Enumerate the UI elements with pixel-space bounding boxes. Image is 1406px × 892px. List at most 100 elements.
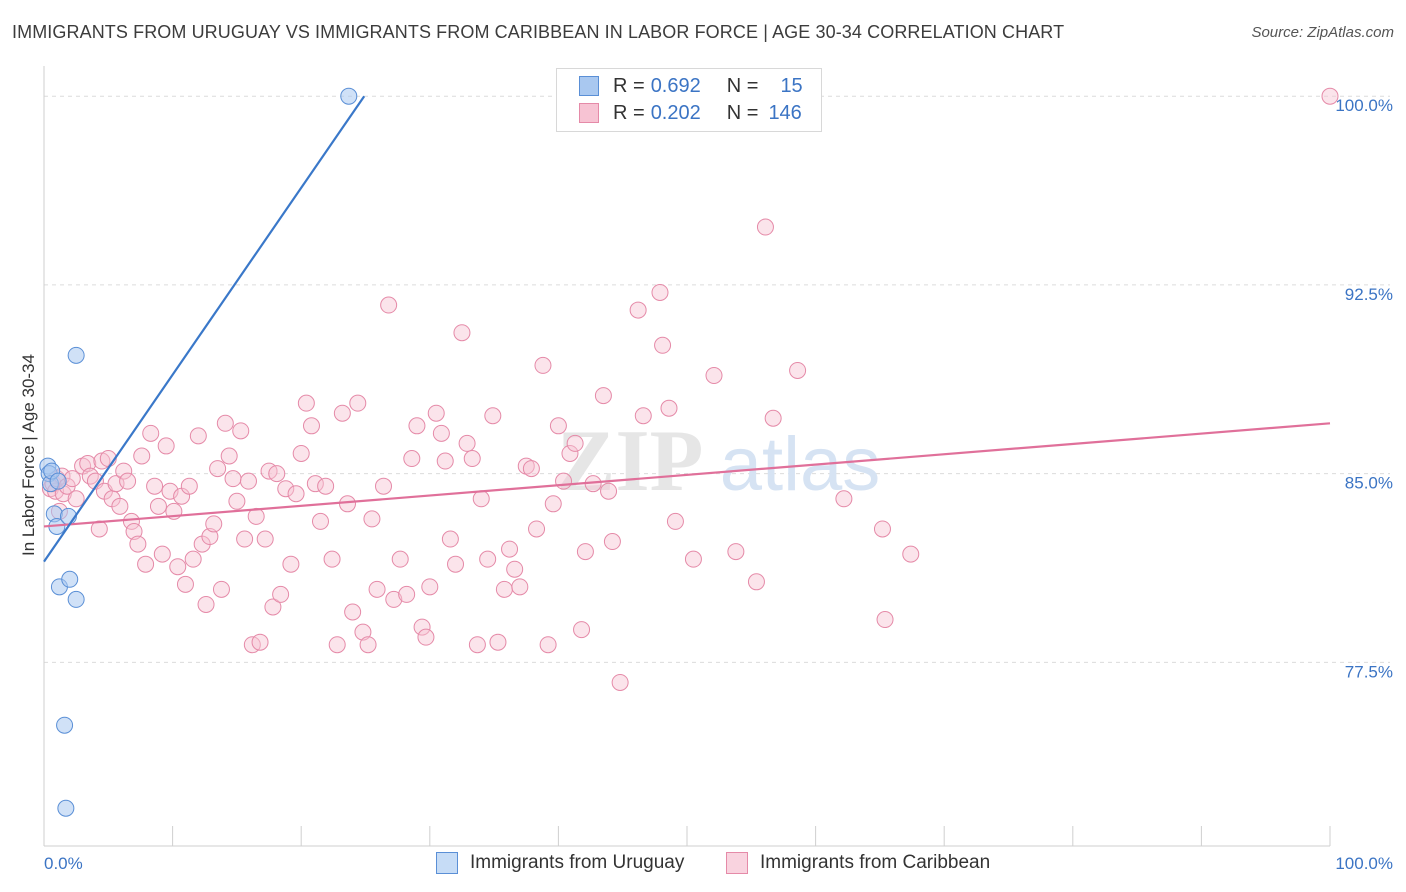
r-value: 0.692 (650, 74, 701, 97)
series-legend: Immigrants from Uruguay Immigrants from … (0, 852, 1406, 878)
caribbean-point (180, 477, 198, 495)
caribbean-point (129, 535, 147, 553)
caribbean-point (447, 555, 465, 573)
caribbean-point (600, 482, 618, 500)
caribbean-point (302, 417, 320, 435)
caribbean-point (408, 417, 426, 435)
caribbean-point (232, 422, 250, 440)
source-label: Source: ZipAtlas.com (1251, 24, 1394, 41)
r-label: R = (613, 74, 645, 97)
caribbean-point (835, 490, 853, 508)
uruguay-point (61, 570, 79, 588)
caribbean-point (354, 623, 372, 641)
caribbean-point (432, 424, 450, 442)
caribbean-point (153, 545, 171, 563)
caribbean-point (573, 621, 591, 639)
caribbean-point (146, 477, 164, 495)
legend-item-uruguay[interactable]: Immigrants from Uruguay (436, 852, 684, 874)
caribbean-point (468, 636, 486, 654)
caribbean-point (328, 636, 346, 654)
caribbean-point (506, 560, 524, 578)
caribbean-point (201, 528, 219, 546)
caribbean-point (368, 580, 386, 598)
caribbean-point (902, 545, 920, 563)
caribbean-point (363, 510, 381, 528)
caribbean-point (603, 533, 621, 551)
caribbean-point (209, 460, 227, 478)
caribbean-point (311, 512, 329, 530)
caribbean-point (115, 462, 133, 480)
x-tick-label: 100.0% (1335, 854, 1393, 873)
caribbean-point (176, 575, 194, 593)
caribbean-trend-line (43, 422, 1331, 528)
caribbean-point (403, 450, 421, 468)
caribbean-point (142, 424, 160, 442)
caribbean-point (189, 427, 207, 445)
caribbean-point (705, 366, 723, 384)
legend-item-caribbean[interactable]: Immigrants from Caribbean (726, 852, 990, 874)
caribbean-point (1321, 87, 1339, 105)
caribbean-point (122, 512, 140, 530)
uruguay-swatch (579, 76, 599, 96)
caribbean-point (764, 409, 782, 427)
caribbean-point (511, 578, 529, 596)
caribbean-point (212, 580, 230, 598)
caribbean-point (338, 495, 356, 513)
caribbean-point (323, 550, 341, 568)
y-tick-label: 92.5% (1345, 285, 1393, 304)
caribbean-point (436, 452, 454, 470)
caribbean-point (119, 472, 137, 490)
caribbean-point (385, 590, 403, 608)
series-uruguay-points (39, 87, 358, 817)
caribbean-point (228, 492, 246, 510)
caribbean-point (375, 477, 393, 495)
stats-row-uruguay: R = 0.692 N = 15 (579, 74, 803, 98)
caribbean-point (413, 618, 431, 636)
caribbean-point (417, 628, 435, 646)
caribbean-point (747, 573, 765, 591)
caribbean-point (522, 460, 540, 478)
caribbean-point (268, 465, 286, 483)
caribbean-point (576, 543, 594, 561)
caribbean-point (789, 361, 807, 379)
caribbean-point (634, 407, 652, 425)
caribbean-point (81, 467, 99, 485)
tick-labels: 77.5% 85.0% 92.5% 100.0% 0.0% 100.0% (44, 96, 1393, 873)
caribbean-point (495, 580, 513, 598)
axes (43, 66, 1331, 847)
caribbean-point (549, 417, 567, 435)
caribbean-point (292, 444, 310, 462)
caribbean-point (651, 283, 669, 301)
caribbean-point (472, 490, 490, 508)
caribbean-point (398, 585, 416, 603)
caribbean-point (297, 394, 315, 412)
caribbean-point (349, 394, 367, 412)
caribbean-point (539, 636, 557, 654)
caribbean-point (876, 611, 894, 629)
uruguay-point (340, 87, 358, 105)
y-tick-label: 100.0% (1335, 96, 1393, 115)
legend-label: Immigrants from Uruguay (470, 852, 685, 873)
caribbean-point (344, 603, 362, 621)
n-value: 146 (768, 101, 802, 124)
caribbean-point (272, 585, 290, 603)
x-tick-label: 0.0% (44, 854, 83, 873)
caribbean-point (566, 434, 584, 452)
caribbean-point (277, 480, 295, 498)
caribbean-point (287, 485, 305, 503)
caribbean-point (654, 336, 672, 354)
stats-legend: R = 0.692 N = 15 R = 0.202 N = 146 (556, 68, 822, 132)
caribbean-point (684, 550, 702, 568)
caribbean-point (555, 472, 573, 490)
uruguay-trend-line (43, 95, 366, 563)
caribbean-point (561, 444, 579, 462)
uruguay-point (67, 590, 85, 608)
r-label: R = (613, 101, 645, 124)
r-value: 0.202 (650, 101, 701, 124)
caribbean-point (239, 472, 257, 490)
caribbean-point (149, 497, 167, 515)
caribbean-point (727, 543, 745, 561)
caribbean-point (264, 598, 282, 616)
caribbean-point (282, 555, 300, 573)
